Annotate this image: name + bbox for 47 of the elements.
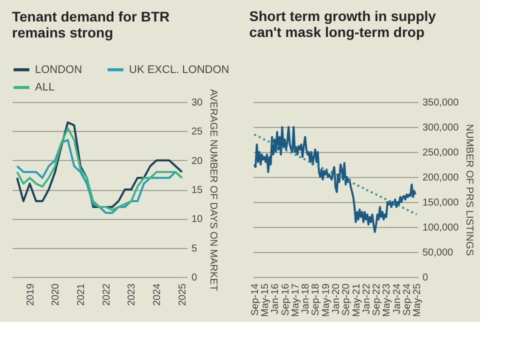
- y-tick-label: 50,000: [422, 248, 454, 258]
- y-tick-label: 10: [192, 214, 204, 226]
- y-tick-label: 30: [192, 98, 204, 108]
- x-tick-label: Sep-24: [402, 283, 414, 316]
- x-tick-label: May-19: [320, 283, 332, 317]
- y-tick-label: 20: [192, 156, 204, 167]
- x-tick-label: Jan-22: [362, 283, 372, 314]
- chart-title: Short term growth in supply can't mask long-term drop: [249, 8, 436, 40]
- legend-label: ALL: [35, 82, 55, 94]
- y-tick-label: 0: [422, 272, 428, 284]
- x-tick-label: 2023: [126, 283, 138, 306]
- y-tick-label: 100,000: [422, 222, 460, 234]
- y-axis-title: AVERAGE NUMBER OF DAYS ON MARKET: [208, 89, 219, 291]
- x-tick-label: Sep-16: [280, 283, 292, 316]
- legend-label: LONDON: [35, 64, 82, 76]
- x-tick-label: 2022: [101, 283, 112, 306]
- x-tick-label: May-15: [260, 283, 271, 317]
- y-tick-label: 15: [192, 185, 204, 196]
- x-tick-label: May-21: [351, 283, 362, 317]
- x-tick-label: Jan-16: [270, 283, 282, 314]
- x-tick-label: Sep-14: [250, 283, 261, 316]
- x-tick-label: Sep-18: [310, 283, 322, 316]
- y-axis-title: NUMBER OF PRS LISTINGS: [464, 124, 475, 256]
- x-tick-label: May-17: [290, 283, 302, 317]
- x-tick-label: May-25: [412, 283, 424, 317]
- y-tick-label: 250,000: [422, 148, 460, 158]
- x-tick-label: Sep-22: [372, 283, 383, 316]
- x-tick-label: 2025: [177, 283, 188, 306]
- x-tick-label: 2020: [50, 283, 62, 306]
- y-tick-label: 150,000: [422, 198, 460, 208]
- y-tick-label: 25: [192, 126, 204, 138]
- y-tick-label: 5: [192, 243, 198, 254]
- x-tick-label: Jan-24: [392, 283, 403, 314]
- x-tick-label: May-23: [382, 283, 393, 317]
- y-tick-label: 0: [192, 272, 198, 284]
- y-tick-label: 300,000: [422, 122, 460, 134]
- x-tick-label: 2019: [25, 283, 36, 306]
- y-tick-label: 200,000: [422, 172, 460, 184]
- x-tick-label: Jan-20: [331, 283, 342, 314]
- x-tick-label: Jan-18: [300, 283, 312, 314]
- x-tick-label: 2021: [76, 283, 87, 306]
- x-tick-label: 2024: [152, 283, 164, 306]
- chart-title: Tenant demand for BTR remains strong: [12, 8, 170, 41]
- line-series: [253, 126, 416, 233]
- legend-label: UK EXCL. LONDON: [129, 64, 230, 76]
- x-tick-label: Sep-20: [341, 283, 352, 316]
- y-tick-label: 350,000: [422, 98, 460, 108]
